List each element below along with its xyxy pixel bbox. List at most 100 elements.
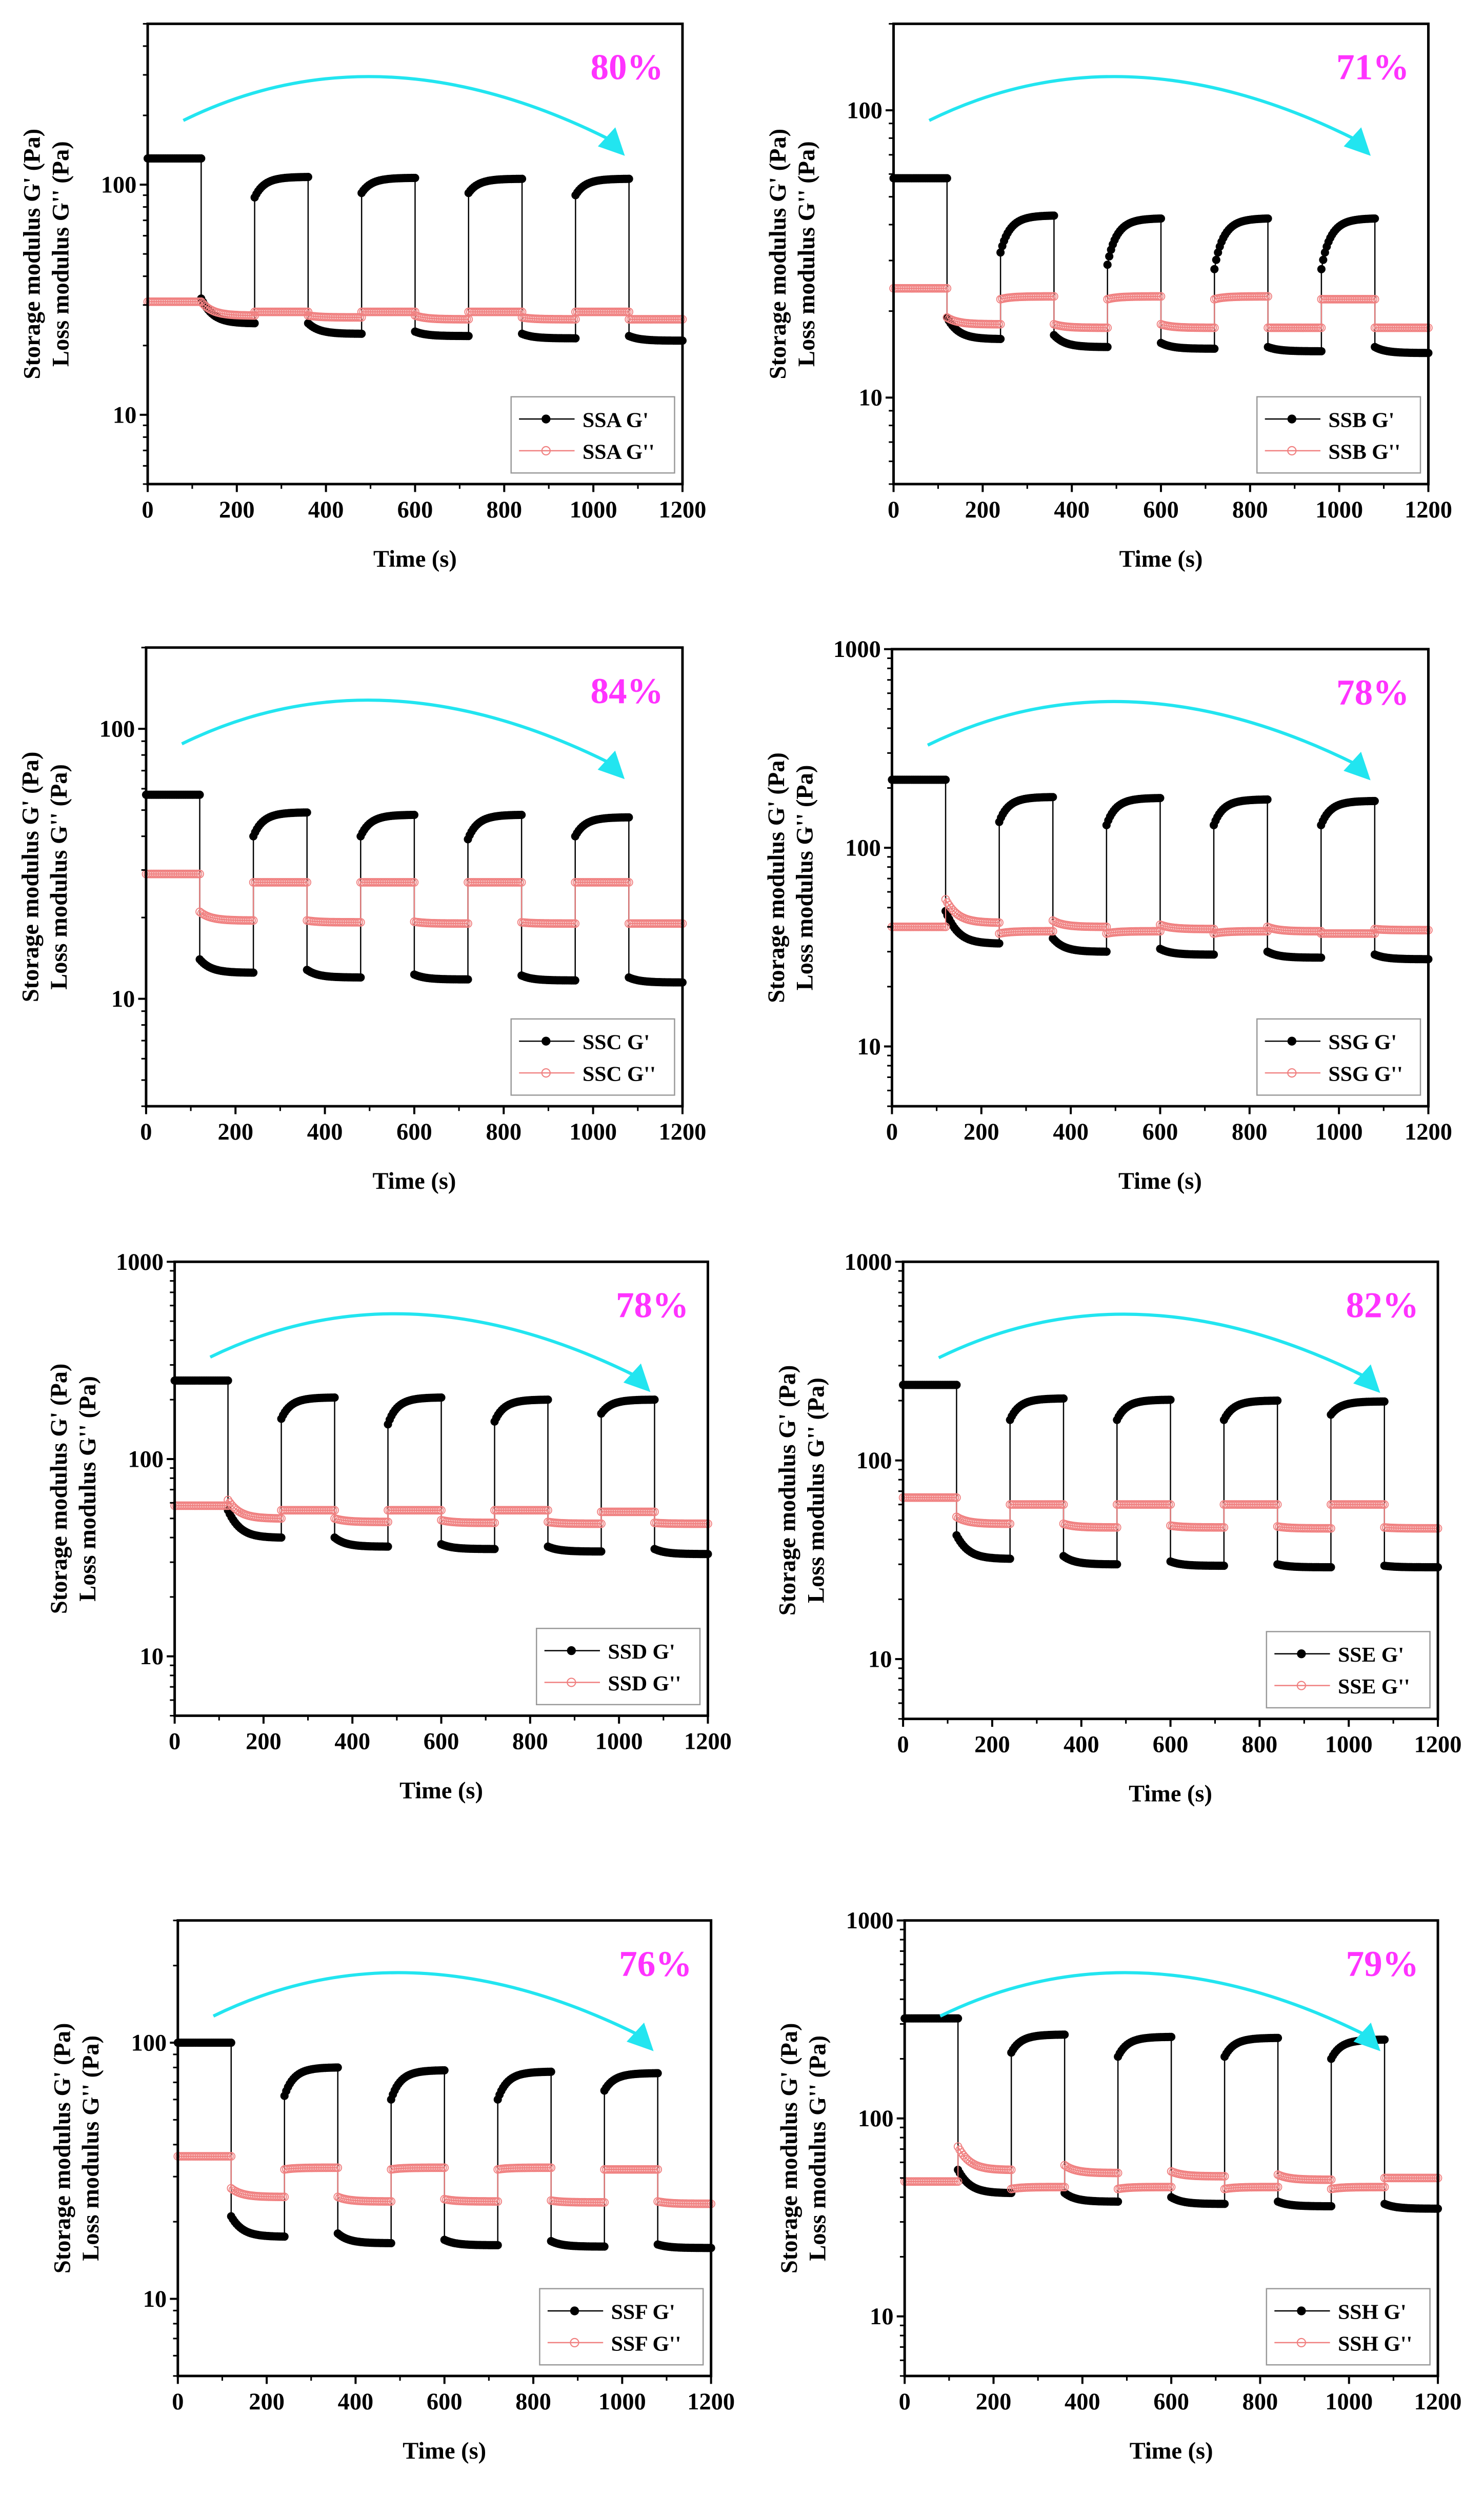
x-tick-label: 0 (140, 1119, 152, 1145)
x-tick-label: 400 (338, 2389, 374, 2415)
x-tick-label: 800 (515, 2389, 551, 2415)
arrow-head-icon (627, 2022, 654, 2051)
x-tick-label: 0 (897, 1732, 909, 1758)
data-point (941, 775, 950, 784)
x-tick-label: 1200 (1405, 1119, 1452, 1145)
data-point (1212, 255, 1220, 264)
x-tick-label: 200 (974, 1732, 1010, 1758)
data-point (1319, 255, 1328, 264)
recovery-percentage: 82% (1346, 1286, 1419, 1326)
data-point (1317, 265, 1326, 273)
recovery-percentage: 71% (1336, 48, 1409, 88)
x-tick-label: 800 (1242, 1732, 1278, 1758)
data-point (464, 332, 473, 341)
x-tick-label: 400 (1064, 1732, 1099, 1758)
data-point (249, 916, 258, 925)
x-tick-label: 1200 (1405, 497, 1452, 523)
x-tick-label: 1000 (1315, 1119, 1363, 1145)
x-tick-label: 1000 (595, 1728, 643, 1754)
arrow-head-icon (597, 127, 625, 156)
data-point (1156, 794, 1165, 803)
y-tick-label: 10 (868, 1647, 892, 1673)
legend-box (1256, 396, 1421, 474)
data-point (1317, 323, 1326, 332)
data-point (227, 2038, 235, 2047)
y-tick-label: 10 (140, 1644, 164, 1670)
y-axis-label-storage: Storage modulus G' (Pa) (19, 129, 46, 380)
x-tick-label: 800 (486, 497, 522, 523)
data-point (490, 1545, 499, 1553)
data-point (1210, 265, 1219, 273)
y-axis-label-loss: Loss modulus G'' (Pa) (792, 765, 818, 991)
data-point (1103, 323, 1112, 332)
data-point (544, 1395, 552, 1404)
recovery-arrow (212, 1971, 640, 2037)
y-axis-label-storage: Storage modulus G' (Pa) (764, 752, 790, 1003)
data-point (1156, 214, 1166, 223)
y-tick-label: 1000 (845, 1249, 892, 1275)
legend-label: SSA G' (583, 408, 649, 432)
data-point (330, 1393, 339, 1402)
arrow-head-icon (1353, 1364, 1380, 1393)
x-tick-label: 800 (512, 1728, 548, 1754)
x-tick-label: 600 (1153, 1732, 1189, 1758)
data-point (1264, 214, 1272, 223)
x-tick-label: 200 (965, 497, 1001, 523)
legend-marker (1297, 1649, 1306, 1659)
x-axis-label: Time (s) (1129, 1781, 1212, 1807)
legend-label: SSG G' (1329, 1031, 1397, 1054)
legend-label: SSF G' (611, 2300, 675, 2324)
y-tick-label: 100 (131, 2030, 167, 2056)
y-tick-label: 100 (128, 1446, 164, 1472)
data-point (571, 919, 580, 928)
data-point (996, 320, 1005, 329)
y-tick-label: 10 (858, 385, 882, 411)
data-point (954, 2014, 962, 2023)
data-point (517, 810, 526, 819)
x-tick-label: 200 (249, 2389, 285, 2415)
data-point (303, 878, 312, 887)
x-axis-label: Time (s) (1119, 546, 1203, 572)
y-tick-label: 10 (857, 1034, 880, 1060)
data-point (356, 918, 365, 927)
legend-label: SSB G' (1329, 408, 1395, 432)
recovery-percentage: 80% (590, 48, 663, 88)
data-point (547, 2067, 555, 2076)
x-tick-label: 400 (1053, 1119, 1089, 1145)
y-tick-label: 100 (856, 1448, 892, 1474)
data-point (1263, 795, 1272, 804)
x-tick-label: 1000 (598, 2389, 646, 2415)
recovery-arrow (209, 1312, 637, 1378)
x-tick-label: 1200 (659, 1119, 707, 1145)
data-point (1114, 2197, 1122, 2206)
data-point (952, 1381, 961, 1389)
recovery-arrow (183, 75, 612, 142)
y-tick-label: 1000 (833, 636, 881, 663)
recovery-arrow (181, 698, 611, 765)
data-point (410, 810, 418, 819)
data-point (1210, 323, 1219, 332)
y-axis-label-loss: Loss modulus G'' (Pa) (75, 1376, 101, 1602)
legend-marker (541, 446, 551, 456)
y-tick-label: 100 (847, 98, 883, 124)
y-axis-label-storage: Storage modulus G' (Pa) (49, 2023, 75, 2274)
data-point (357, 329, 366, 338)
data-point (249, 968, 258, 977)
data-point (303, 808, 311, 817)
x-tick-label: 1200 (1414, 1732, 1462, 1758)
x-tick-label: 800 (1232, 497, 1268, 523)
x-tick-label: 1000 (1325, 1732, 1373, 1758)
x-tick-label: 600 (424, 1728, 459, 1754)
x-tick-label: 200 (964, 1119, 999, 1145)
x-tick-label: 800 (486, 1119, 522, 1145)
data-point (600, 2242, 609, 2251)
data-point (1210, 950, 1218, 959)
data-point (1371, 214, 1379, 223)
x-tick-label: 400 (1054, 497, 1090, 523)
data-point (1327, 1563, 1335, 1571)
x-tick-label: 600 (396, 1119, 432, 1145)
data-point (650, 1395, 659, 1404)
